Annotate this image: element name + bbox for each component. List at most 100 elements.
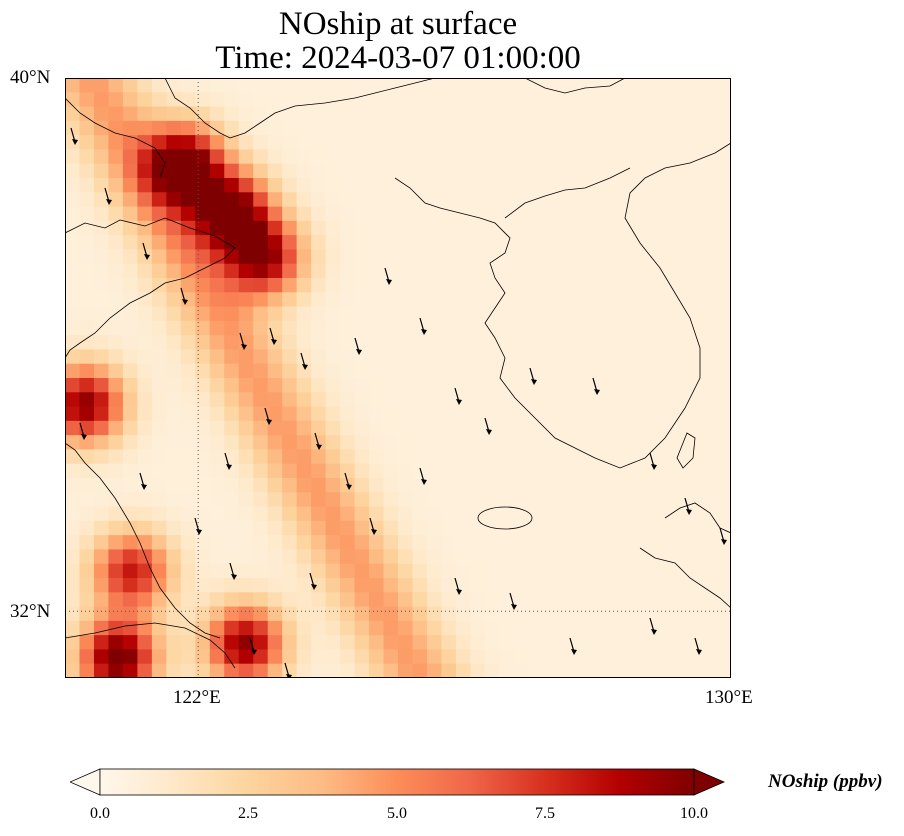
field-cell: [238, 178, 254, 193]
field-cell: [166, 420, 182, 436]
field-cell: [166, 163, 182, 179]
field-cell: [180, 306, 196, 322]
field-cell: [93, 506, 109, 522]
field-cell: [716, 292, 731, 308]
field-cell: [673, 535, 689, 550]
field-cell: [354, 306, 370, 322]
field-cell: [122, 178, 138, 193]
field-cell: [369, 363, 385, 379]
field-cell: [79, 435, 95, 450]
field-cell: [644, 363, 660, 379]
field-cell: [658, 520, 674, 536]
field-cell: [528, 492, 544, 508]
field-cell: [267, 492, 283, 508]
field-cell: [702, 163, 718, 179]
field-cell: [513, 435, 529, 450]
field-cell: [65, 335, 80, 350]
field-cell: [600, 149, 616, 165]
field-cell: [93, 420, 109, 436]
field-cell: [412, 206, 428, 222]
field-cell: [296, 120, 312, 136]
field-cell: [557, 635, 573, 650]
colorbar-extend-min: [68, 768, 101, 796]
field-cell: [137, 120, 153, 136]
field-cell: [571, 578, 587, 593]
field-cell: [557, 420, 573, 436]
field-cell: [658, 306, 674, 322]
field-cell: [180, 635, 196, 650]
field-cell: [79, 235, 95, 250]
field-cell: [311, 178, 327, 193]
field-cell: [122, 92, 138, 108]
field-cell: [253, 392, 269, 408]
field-cell: [369, 592, 385, 608]
field-cell: [325, 206, 341, 222]
field-cell: [586, 278, 602, 293]
field-cell: [282, 592, 298, 608]
field-cell: [383, 663, 399, 678]
field-cell: [600, 363, 616, 379]
wind-arrow: [529, 367, 537, 385]
field-cell: [644, 106, 660, 122]
field-cell: [426, 506, 442, 522]
field-cell: [166, 578, 182, 593]
field-cell: [122, 278, 138, 293]
coastline-korea: [394, 142, 731, 469]
field-cell: [325, 120, 341, 136]
field-cell: [528, 78, 544, 93]
field-cell: [513, 335, 529, 350]
field-cell: [513, 192, 529, 208]
field-cell: [282, 620, 298, 636]
field-cell: [267, 406, 283, 422]
field-cell: [702, 563, 718, 579]
field-cell: [151, 663, 167, 678]
field-cell: [354, 249, 370, 265]
field-cell: [441, 378, 457, 393]
field-cell: [586, 192, 602, 208]
field-cell: [499, 335, 515, 350]
field-cell: [369, 106, 385, 122]
field-cell: [398, 549, 413, 565]
field-cell: [687, 620, 703, 636]
field-cell: [253, 406, 269, 422]
field-cell: [716, 563, 731, 579]
field-cell: [383, 135, 399, 150]
field-cell: [412, 406, 428, 422]
field-cell: [383, 620, 399, 636]
field-cell: [586, 578, 602, 593]
field-cell: [108, 92, 124, 108]
field-cell: [398, 278, 413, 293]
coastline-bohai: [65, 97, 166, 179]
field-cell: [195, 563, 211, 579]
field-cell: [629, 449, 645, 465]
field-cell: [702, 249, 718, 265]
field-cell: [311, 306, 327, 322]
field-cell: [470, 163, 486, 179]
field-cell: [209, 92, 225, 108]
field-cell: [499, 406, 515, 422]
field-cell: [369, 506, 385, 522]
field-cell: [426, 420, 442, 436]
field-cell: [600, 492, 616, 508]
field-cell: [629, 506, 645, 522]
field-cell: [644, 149, 660, 165]
field-cell: [702, 392, 718, 408]
field-cell: [340, 378, 356, 393]
field-cell: [470, 663, 486, 678]
field-cell: [383, 378, 399, 393]
field-cell: [542, 392, 558, 408]
field-cell: [383, 106, 399, 122]
field-cell: [557, 149, 573, 165]
field-cell: [79, 78, 95, 93]
field-cell: [93, 392, 109, 408]
field-cell: [209, 278, 225, 293]
field-cell: [383, 406, 399, 422]
field-cell: [615, 592, 631, 608]
field-cell: [137, 149, 153, 165]
field-cell: [65, 349, 80, 365]
field-cell: [571, 563, 587, 579]
field-cell: [557, 535, 573, 550]
field-cell: [412, 149, 428, 165]
field-cell: [687, 92, 703, 108]
field-cell: [108, 606, 124, 622]
